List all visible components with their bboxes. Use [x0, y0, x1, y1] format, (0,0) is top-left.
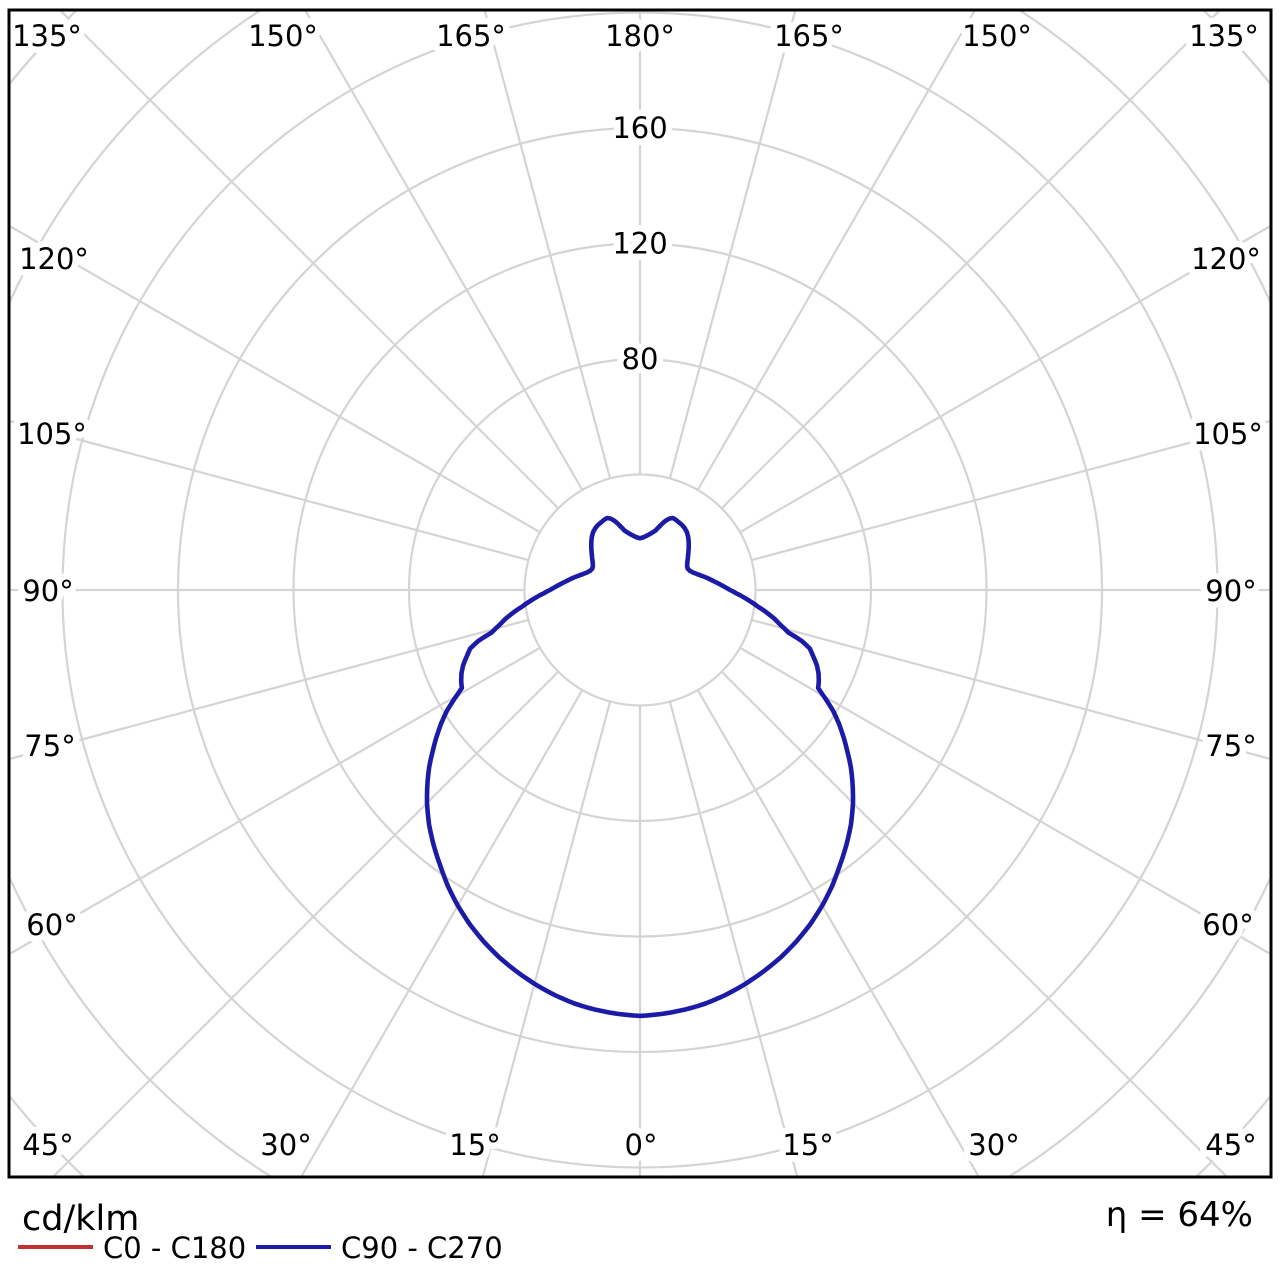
radial-axis-labels: 80 120 160 — [606, 105, 674, 383]
grid-spoke-330 — [696, 689, 980, 1176]
grid-spoke-210 — [696, 11, 976, 491]
grid-spoke-285 — [751, 618, 1270, 760]
angle-label-30: 30° — [260, 1128, 311, 1162]
angle-label-60: 60° — [26, 908, 77, 942]
angle-label-120: 120° — [19, 242, 89, 276]
grid-spoke-255 — [751, 420, 1270, 562]
grid-spoke-105 — [10, 420, 529, 562]
grid-spoke-120 — [10, 225, 541, 534]
ring-label-80: 80 — [622, 342, 659, 376]
grid-spoke-60 — [10, 646, 541, 955]
ring-label-120: 120 — [612, 227, 667, 261]
angle-label-255: 105° — [1193, 417, 1263, 451]
angle-axis-labels: 0° 15° 30° 45° 60° 75° 90° 105° 120° 135° 150° 165°… — [6, 13, 1270, 1169]
angle-label-285: 75° — [1205, 729, 1256, 763]
grid-spoke-75 — [10, 618, 529, 760]
grid-spoke-315 — [720, 670, 1228, 1176]
angle-label-165: 165° — [436, 19, 506, 53]
plot-border — [7, 8, 1273, 1179]
angle-label-150: 150° — [248, 19, 318, 53]
grid-spoke-225 — [720, 11, 1221, 510]
grid-spoke-195 — [668, 11, 797, 479]
angle-label-195: 165° — [774, 19, 844, 53]
grid-spoke-165 — [483, 11, 612, 479]
grid-spoke-240 — [739, 225, 1270, 534]
angle-label-180: 180° — [605, 19, 675, 53]
angle-label-0: 0° — [625, 1128, 658, 1162]
angle-label-75: 75° — [24, 729, 75, 763]
angle-label-90: 90° — [22, 574, 73, 608]
angle-label-330: 30° — [968, 1128, 1019, 1162]
efficiency-label: η = 64% — [1106, 1195, 1253, 1235]
grid-spoke-345 — [668, 701, 799, 1176]
angle-label-225: 135° — [1189, 19, 1259, 53]
chart-footer: cd/klm η = 64% C0 - C180 C90 - C270 — [18, 1195, 1253, 1265]
grid-spoke-300 — [739, 646, 1270, 955]
legend-label-c90-c270: C90 - C270 — [341, 1231, 503, 1265]
curve-C90-C270 — [424, 515, 856, 1019]
angle-label-45: 45° — [22, 1128, 73, 1162]
angle-label-345: 15° — [782, 1128, 833, 1162]
ring-label-160: 160 — [612, 111, 667, 145]
angle-label-270: 90° — [1205, 574, 1256, 608]
angle-label-210: 150° — [962, 19, 1032, 53]
grid-spoke-150 — [304, 11, 584, 491]
legend-label-c0-c180: C0 - C180 — [103, 1231, 246, 1265]
grid-spoke-135 — [59, 11, 560, 510]
grid-spoke-45 — [52, 670, 560, 1176]
grid-spoke-15 — [481, 701, 612, 1176]
angle-label-315: 45° — [1205, 1128, 1256, 1162]
grid-spoke-30 — [300, 689, 584, 1176]
angle-label-300: 60° — [1202, 908, 1253, 942]
units-label: cd/klm — [22, 1199, 139, 1239]
angle-label-15: 15° — [449, 1128, 500, 1162]
angle-label-135: 135° — [12, 19, 82, 53]
angle-label-105: 105° — [17, 417, 87, 451]
angle-label-240: 120° — [1191, 242, 1261, 276]
intensity-curves — [424, 515, 856, 1019]
